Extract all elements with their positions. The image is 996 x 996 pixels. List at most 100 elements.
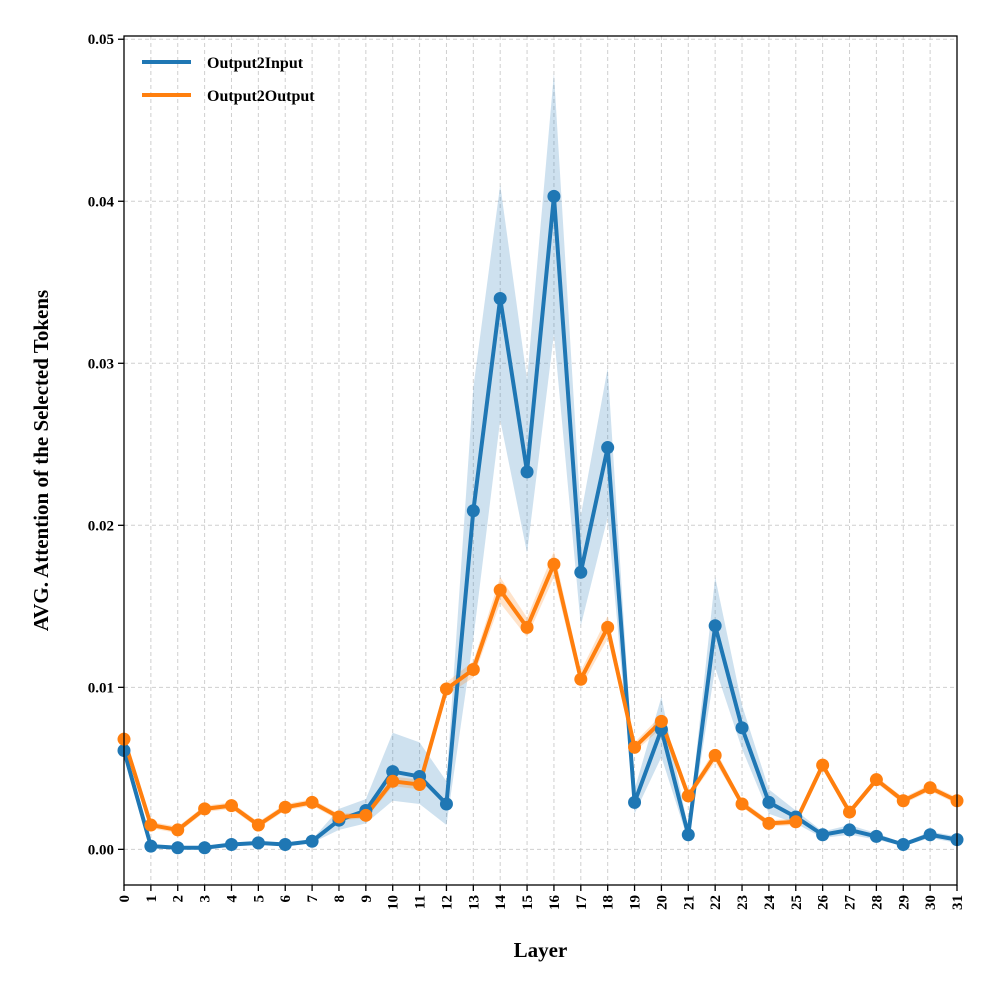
point-output2output-23 xyxy=(735,797,749,811)
x-tick-label-17: 17 xyxy=(574,895,590,911)
plot-frame xyxy=(123,35,958,886)
x-tick-label-11: 11 xyxy=(413,895,429,909)
point-output2output-2 xyxy=(171,823,185,837)
point-output2output-28 xyxy=(869,773,883,787)
point-output2input-18 xyxy=(601,441,615,455)
point-output2input-10 xyxy=(386,765,400,779)
x-tick-label-20: 20 xyxy=(654,895,670,910)
point-output2input-28 xyxy=(869,829,883,843)
grid-lines xyxy=(123,36,958,885)
x-tick-label-4: 4 xyxy=(224,895,240,903)
point-output2output-30 xyxy=(923,781,937,795)
confidence-bands xyxy=(124,73,957,850)
legend: Output2Input Output2Output xyxy=(142,55,315,105)
x-tick-label-10: 10 xyxy=(386,895,402,910)
legend-label-output2input: Output2Input xyxy=(207,55,304,72)
point-output2output-9 xyxy=(359,808,373,822)
legend-label-output2output: Output2Output xyxy=(207,88,315,105)
x-tick-label-21: 21 xyxy=(681,895,697,910)
x-tick-label-3: 3 xyxy=(198,895,214,903)
point-output2input-24 xyxy=(762,795,776,809)
x-tick-label-26: 26 xyxy=(816,895,832,911)
x-tick-label-13: 13 xyxy=(466,895,482,910)
x-axis-ticks: 0 1 2 3 4 5 6 7 8 9 10 11 12 13 14 15 16 17 18 19 20 21 22 23 24… xyxy=(117,885,966,910)
point-output2input-22 xyxy=(708,619,722,633)
point-output2output-7 xyxy=(305,795,319,809)
point-output2output-26 xyxy=(816,758,830,772)
point-output2input-19 xyxy=(628,795,642,809)
x-tick-label-22: 22 xyxy=(708,895,724,910)
point-output2output-10 xyxy=(386,774,400,788)
point-output2input-7 xyxy=(305,834,319,848)
point-output2input-27 xyxy=(843,823,857,837)
point-output2input-29 xyxy=(896,837,910,851)
point-output2output-27 xyxy=(843,805,857,819)
point-output2output-22 xyxy=(708,748,722,762)
y-tick-label-0: 0.00 xyxy=(88,842,114,858)
y-tick-label-4: 0.04 xyxy=(88,194,115,210)
y-tick-label-5: 0.05 xyxy=(88,32,114,48)
x-tick-label-24: 24 xyxy=(762,895,778,911)
point-output2output-16 xyxy=(547,557,561,571)
point-output2input-12 xyxy=(439,797,453,811)
y-tick-label-3: 0.03 xyxy=(88,356,114,372)
point-output2output-4 xyxy=(224,799,238,813)
x-tick-label-2: 2 xyxy=(171,895,187,903)
x-axis-title: Layer xyxy=(514,938,568,962)
x-tick-label-14: 14 xyxy=(493,895,509,911)
point-output2output-3 xyxy=(198,802,212,816)
point-output2input-13 xyxy=(466,504,480,518)
y-tick-label-1: 0.01 xyxy=(88,680,114,696)
x-tick-label-28: 28 xyxy=(869,895,885,910)
x-tick-label-25: 25 xyxy=(789,895,805,910)
x-tick-label-23: 23 xyxy=(735,895,751,910)
point-output2output-18 xyxy=(601,620,615,634)
series-points xyxy=(117,189,964,855)
point-output2input-30 xyxy=(923,828,937,842)
x-tick-label-8: 8 xyxy=(332,895,348,903)
x-tick-label-19: 19 xyxy=(628,895,644,910)
y-axis-title: AVG. Attention of the Selected Tokens xyxy=(29,290,53,631)
point-output2output-17 xyxy=(574,672,588,686)
point-output2input-23 xyxy=(735,721,749,735)
point-output2output-12 xyxy=(439,682,453,696)
point-output2input-6 xyxy=(278,837,292,851)
point-output2output-24 xyxy=(762,816,776,830)
point-output2output-15 xyxy=(520,620,534,634)
x-tick-label-6: 6 xyxy=(278,895,294,903)
point-output2output-1 xyxy=(144,818,158,832)
point-output2output-13 xyxy=(466,663,480,677)
point-output2input-1 xyxy=(144,839,158,853)
point-output2input-2 xyxy=(171,841,185,855)
point-output2input-5 xyxy=(251,836,265,850)
x-tick-label-31: 31 xyxy=(950,895,966,910)
x-tick-label-5: 5 xyxy=(251,895,267,903)
point-output2output-5 xyxy=(251,818,265,832)
point-output2output-8 xyxy=(332,810,346,824)
x-tick-label-15: 15 xyxy=(520,895,536,910)
point-output2output-29 xyxy=(896,794,910,808)
point-output2output-11 xyxy=(413,778,427,792)
y-tick-label-2: 0.02 xyxy=(88,518,114,534)
x-tick-label-29: 29 xyxy=(896,895,912,910)
point-output2input-16 xyxy=(547,189,561,203)
point-output2output-21 xyxy=(681,789,695,803)
point-output2input-14 xyxy=(493,291,507,305)
point-output2output-6 xyxy=(278,800,292,814)
point-output2input-26 xyxy=(816,828,830,842)
y-axis-ticks: 0.00 0.01 0.02 0.03 0.04 0.05 xyxy=(88,32,124,858)
x-tick-label-7: 7 xyxy=(305,895,321,903)
x-tick-label-27: 27 xyxy=(843,895,859,911)
point-output2output-25 xyxy=(789,815,803,829)
point-output2output-20 xyxy=(654,714,668,728)
x-tick-label-18: 18 xyxy=(601,895,617,910)
point-output2input-17 xyxy=(574,565,588,579)
point-output2output-19 xyxy=(628,740,642,754)
point-output2input-3 xyxy=(198,841,212,855)
x-tick-label-9: 9 xyxy=(359,895,375,903)
x-tick-label-12: 12 xyxy=(439,895,455,910)
point-output2input-4 xyxy=(224,837,238,851)
x-tick-label-0: 0 xyxy=(117,895,133,903)
x-tick-label-16: 16 xyxy=(547,895,563,911)
